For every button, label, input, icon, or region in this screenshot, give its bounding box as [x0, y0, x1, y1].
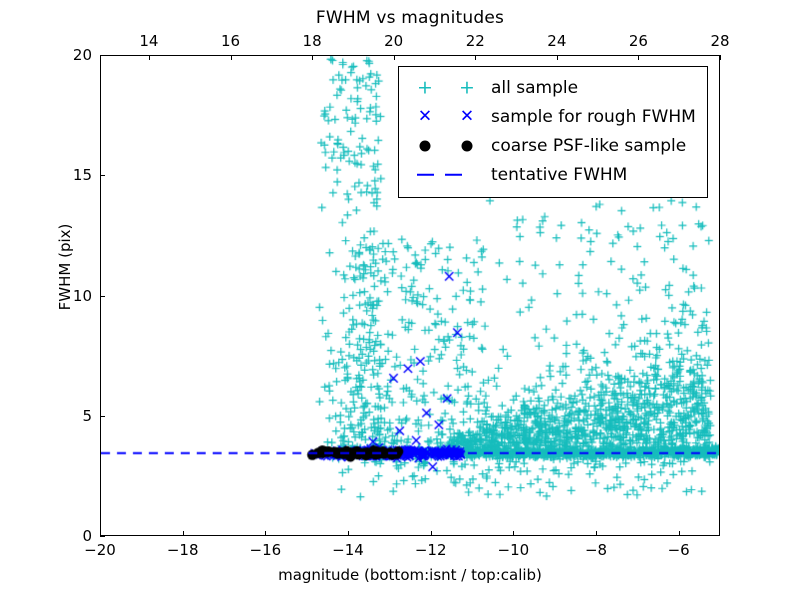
tick-mark [100, 536, 105, 537]
tick-label: −12 [414, 541, 447, 559]
tick-label: −18 [166, 541, 199, 559]
legend-item-rough-fwhm[interactable]: ✕ ✕ sample for rough FWHM [409, 102, 697, 131]
x-axis-label: magnitude (bottom:isnt / top:calib) [278, 566, 542, 584]
tick-label: 26 [628, 32, 648, 50]
tick-label: 16 [220, 32, 241, 50]
tick-mark [100, 531, 101, 536]
legend-label: coarse PSF-like sample [491, 135, 687, 156]
tick-mark [100, 175, 105, 177]
tick-mark [100, 415, 105, 417]
tick-label: 10 [72, 286, 92, 305]
tick-mark [182, 531, 184, 536]
legend-item-tentative-fwhm[interactable]: tentative FWHM [409, 160, 697, 189]
tick-label: −20 [84, 541, 116, 559]
legend-item-all-sample[interactable]: + + all sample [409, 73, 697, 102]
plus-marker-icon: + + [417, 76, 475, 98]
tick-label: −14 [332, 541, 364, 559]
tick-label: 0 [82, 527, 92, 545]
dashed-line-icon [409, 163, 487, 187]
tick-label: −8 [584, 541, 608, 559]
tick-label: 28 [710, 32, 730, 50]
tick-mark [678, 531, 680, 536]
cross-marker-icon: ✕ ✕ [417, 106, 475, 126]
tick-mark [348, 531, 349, 536]
tick-mark [638, 55, 640, 60]
legend[interactable]: + + all sample ✕ ✕ sample for rough FWHM… [398, 66, 708, 198]
tick-mark [312, 55, 314, 60]
tick-mark [596, 531, 597, 536]
tick-mark [720, 55, 721, 60]
legend-label: all sample [491, 77, 579, 98]
tick-label: 22 [465, 32, 485, 50]
tick-mark [393, 55, 395, 60]
legend-label: tentative FWHM [491, 164, 628, 185]
legend-item-psf-sample[interactable]: coarse PSF-like sample [409, 131, 697, 160]
tick-mark [148, 55, 150, 60]
tick-mark [475, 55, 477, 60]
page-title: FWHM vs magnitudes [315, 8, 505, 28]
tick-mark [265, 531, 267, 536]
tick-mark [556, 55, 558, 60]
tick-mark [100, 295, 105, 297]
tick-label: −16 [249, 541, 282, 559]
legend-label: sample for rough FWHM [491, 106, 696, 127]
dot-marker-icon [409, 134, 487, 158]
tick-label: 5 [82, 406, 92, 425]
tick-label: 18 [302, 32, 322, 50]
tick-label: −10 [497, 541, 530, 559]
tick-mark [430, 531, 432, 536]
tick-label: 24 [547, 32, 567, 50]
tick-label: 20 [384, 32, 404, 50]
tick-label: −6 [667, 541, 690, 559]
tick-label: 20 [72, 46, 92, 64]
tick-label: 15 [72, 166, 92, 185]
tick-mark [513, 531, 515, 536]
tick-mark [100, 55, 105, 56]
tick-label: 14 [139, 32, 159, 50]
y-axis-label: FWHM (pix) [56, 223, 74, 311]
tick-mark [230, 55, 232, 60]
